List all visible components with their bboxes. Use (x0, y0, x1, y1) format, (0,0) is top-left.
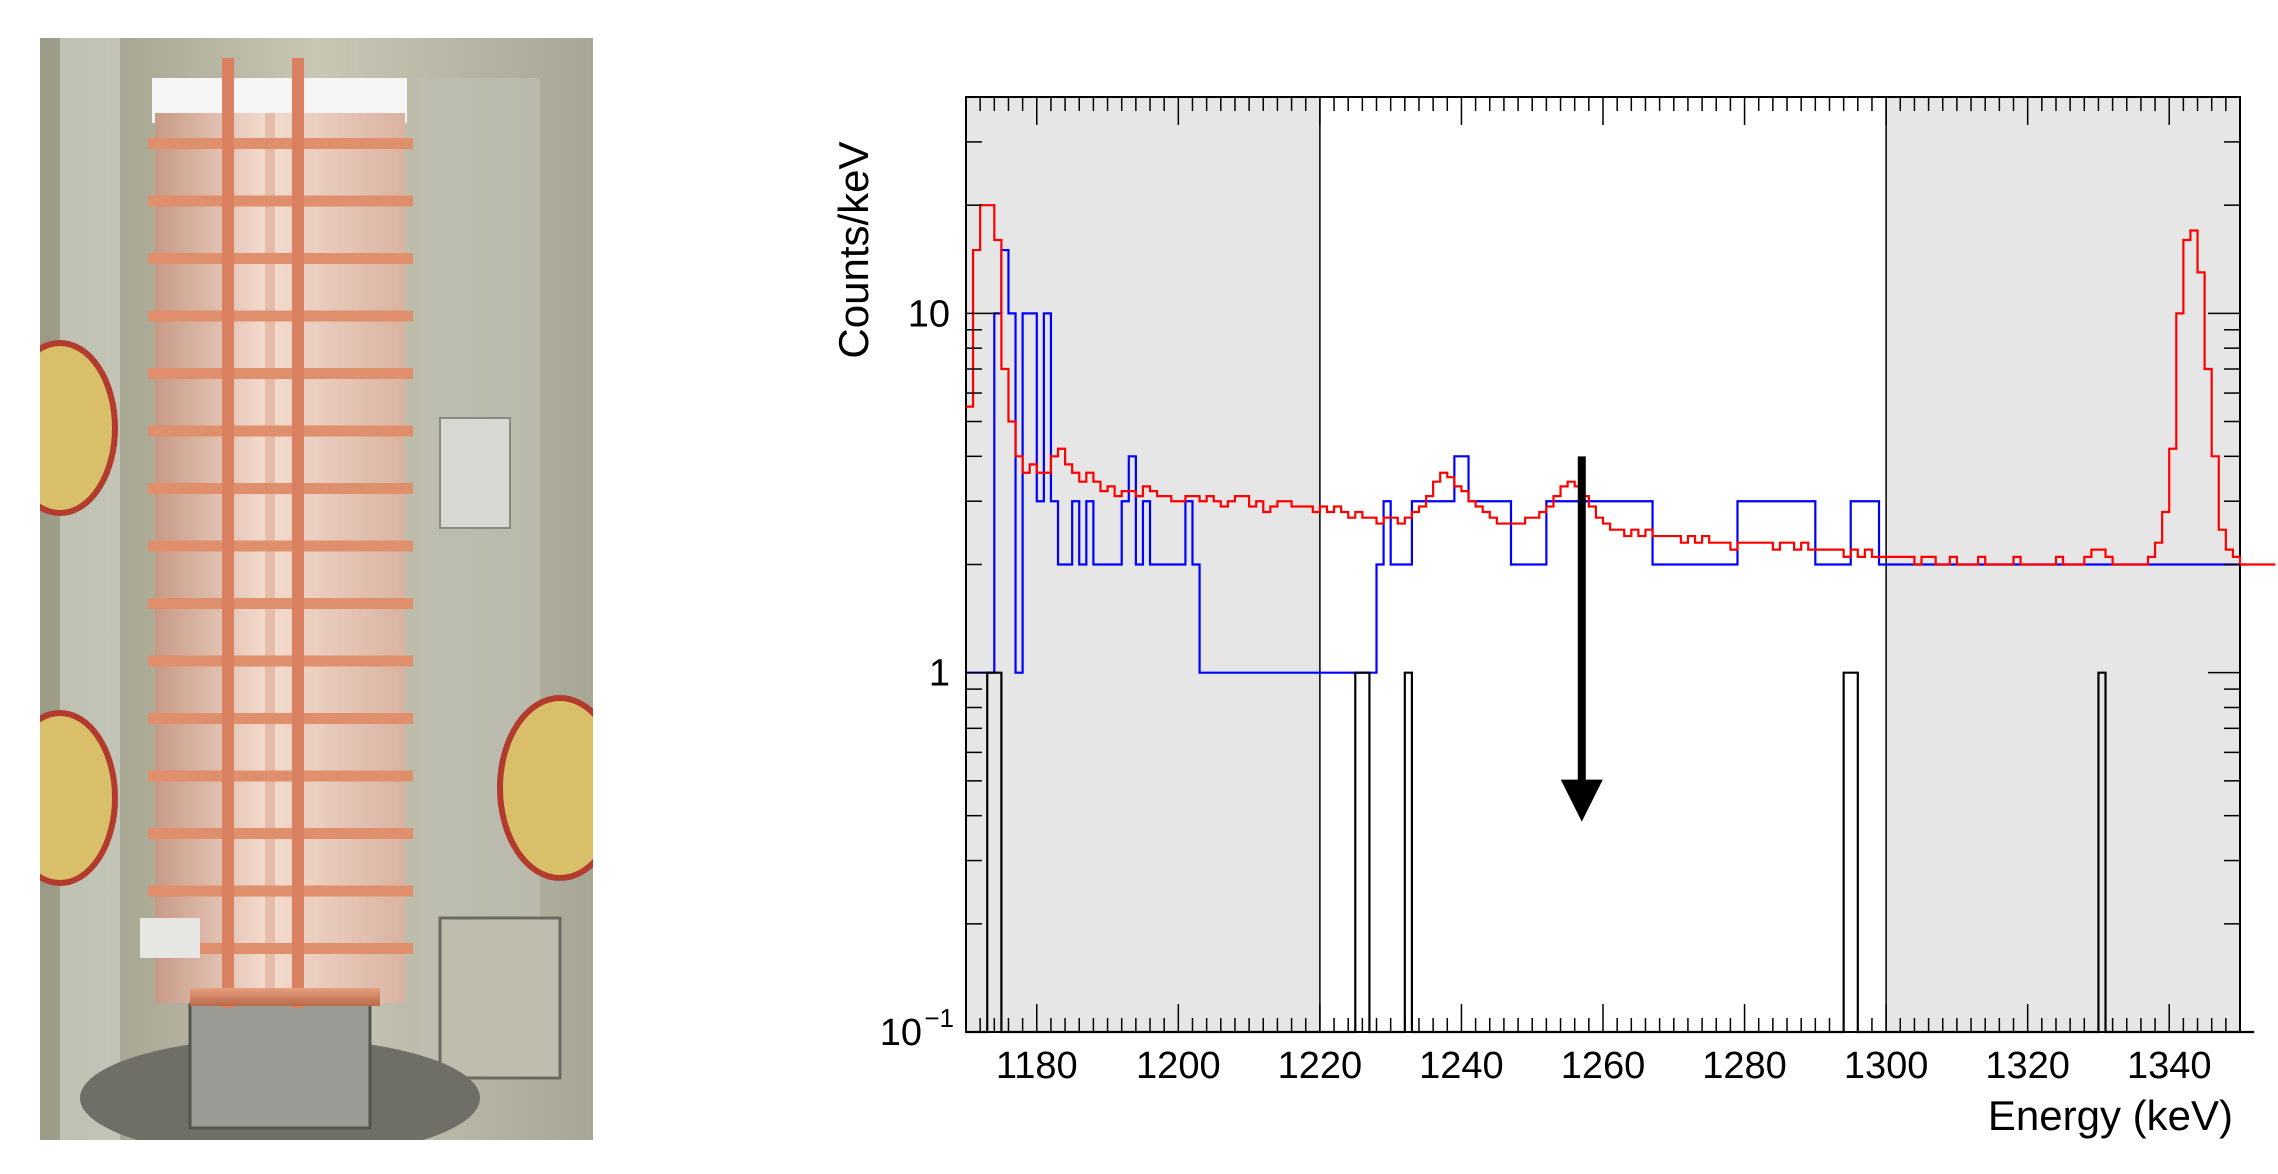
detector-photo (40, 38, 593, 1140)
glovebox-port (497, 695, 593, 881)
copper-frames (148, 138, 413, 954)
copper-frame-bar (148, 138, 413, 149)
y-tick-exponent: −1 (924, 1003, 954, 1033)
copper-frame-bar (148, 885, 413, 897)
x-tick-label: 1340 (2127, 1045, 2212, 1087)
y-tick-label: 1 (929, 653, 950, 695)
arrow (1560, 456, 1603, 822)
copper-frame-bar (148, 655, 413, 667)
glovebox-port (40, 710, 118, 886)
copper-frame-bar (148, 770, 413, 782)
y-axis-title: Counts/keV (830, 141, 877, 358)
x-tick-label: 1300 (1844, 1045, 1929, 1087)
x-tick-labels: 1180 1200 1220 1240 1260 1280 1300 1320 1340 (996, 1045, 2212, 1087)
x-tick-label: 1280 (1702, 1045, 1787, 1087)
copper-frame-bar (148, 713, 413, 724)
copper-frame-bar (148, 425, 413, 437)
copper-frame-bar (148, 540, 413, 552)
x-axis-title: Energy (keV) (1988, 1092, 2233, 1139)
copper-frame-bar (148, 943, 413, 954)
copper-frame-bar (148, 483, 413, 494)
y-tick-label: 10 (908, 293, 950, 335)
x-tick-label: 1260 (1561, 1045, 1646, 1087)
x-tick-label: 1220 (1278, 1045, 1363, 1087)
tower-base (188, 996, 372, 1130)
copper-frame-bar (148, 828, 413, 839)
copper-frame-bar (148, 253, 413, 264)
x-tick-label: 1200 (1136, 1045, 1221, 1087)
y-tick-label: 10 (880, 1012, 922, 1054)
x-tick-label: 1180 (996, 1045, 1078, 1087)
arrow-head (1560, 779, 1603, 822)
x-tick-label: 1240 (1419, 1045, 1504, 1087)
copper-frame-bar (148, 195, 413, 207)
axis-ticks (965, 96, 2241, 1033)
copper-frame-bar (148, 310, 413, 322)
copper-frame-bar (148, 368, 413, 379)
glovebox-port (40, 340, 118, 516)
x-tick-label: 1320 (1985, 1045, 2070, 1087)
copper-frame-bar (148, 598, 413, 609)
series-line-1 (966, 204, 2276, 566)
